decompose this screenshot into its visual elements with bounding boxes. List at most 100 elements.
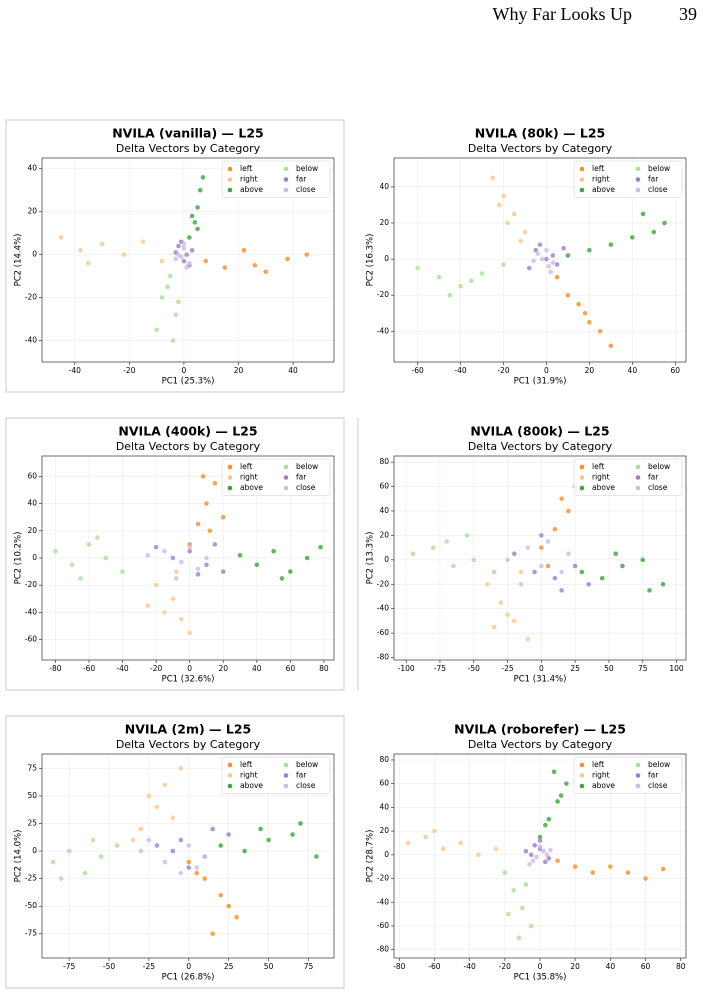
- scatter-point: [545, 539, 551, 544]
- legend-label: left: [240, 164, 252, 173]
- y-axis-label: PC2 (10.2%): [14, 532, 24, 585]
- scatter-point: [544, 256, 549, 262]
- x-tick-label: 80: [319, 664, 329, 673]
- scatter-point: [565, 292, 571, 298]
- legend-marker: [227, 464, 233, 470]
- page-number: 39: [679, 4, 697, 24]
- scatter-point: [154, 843, 160, 848]
- y-tick-label: 40: [379, 182, 389, 191]
- scatter-point: [542, 822, 548, 828]
- scatter-point: [564, 781, 569, 786]
- scatter-point: [423, 834, 428, 840]
- scatter-point: [242, 848, 247, 854]
- legend-label: close: [648, 781, 668, 790]
- scatter-point: [447, 292, 453, 298]
- legend-label: right: [240, 175, 258, 184]
- legend-label: far: [296, 473, 307, 482]
- scatter-point: [254, 562, 260, 568]
- x-tick-label: -40: [464, 962, 476, 971]
- scatter-point: [539, 256, 545, 262]
- legend-marker: [227, 166, 233, 172]
- scatter-point: [555, 799, 560, 804]
- legend-label: close: [648, 483, 668, 492]
- y-tick-label: 20: [27, 526, 37, 535]
- scatter-point: [204, 555, 209, 561]
- scatter-point: [173, 576, 179, 581]
- legend-marker: [227, 783, 233, 789]
- scatter-point: [537, 844, 543, 849]
- y-tick-label: 0: [384, 850, 389, 859]
- scatter-point: [99, 241, 105, 247]
- legend-marker: [227, 485, 233, 491]
- scatter-point: [523, 848, 529, 854]
- y-tick-label: -40: [25, 336, 37, 345]
- scatter-point: [608, 242, 614, 247]
- scatter-point: [516, 935, 522, 941]
- x-tick-label: 20: [218, 664, 228, 673]
- legend-marker: [579, 166, 585, 172]
- legend-label: below: [648, 164, 670, 173]
- scatter-point: [252, 263, 258, 268]
- legend-marker: [635, 762, 641, 768]
- scatter-point: [554, 274, 560, 280]
- scatter-point: [544, 247, 549, 253]
- scatter-point: [554, 262, 560, 267]
- scatter-point: [153, 544, 159, 550]
- scatter-point: [541, 848, 546, 854]
- x-tick-label: -80: [49, 664, 61, 673]
- scatter-point: [103, 555, 109, 561]
- legend-label: close: [296, 781, 316, 790]
- y-tick-label: -40: [25, 607, 37, 616]
- legend-marker: [227, 187, 233, 193]
- y-tick-label: 50: [27, 791, 37, 800]
- legend-marker: [283, 485, 289, 491]
- scatter-point: [176, 252, 181, 257]
- scatter-point: [505, 557, 510, 563]
- x-tick-label: 0: [182, 366, 187, 375]
- scatter-point: [279, 576, 285, 581]
- scatter-point: [550, 260, 556, 266]
- legend-marker: [283, 783, 289, 789]
- scatter-point: [138, 848, 144, 854]
- legend-marker: [635, 475, 641, 480]
- scatter-point: [170, 596, 176, 602]
- scatter-point: [490, 175, 496, 181]
- scatter-point: [559, 496, 564, 502]
- scatter-point: [558, 793, 564, 798]
- legend-label: below: [296, 760, 318, 769]
- y-tick-label: -20: [377, 290, 389, 299]
- scatter-point: [204, 501, 209, 506]
- x-tick-label: -20: [499, 962, 511, 971]
- scatter-point: [82, 870, 88, 876]
- scatter-point: [120, 569, 125, 574]
- y-tick-label: -60: [377, 628, 389, 637]
- legend-label: right: [592, 473, 610, 482]
- scatter-point: [220, 514, 226, 520]
- legend-marker: [579, 187, 585, 193]
- legend-marker: [635, 464, 641, 470]
- y-tick-label: 60: [379, 482, 389, 491]
- y-tick-label: -75: [25, 929, 37, 938]
- scatter-point: [77, 248, 83, 253]
- scatter-point: [195, 521, 201, 527]
- x-tick-label: 0: [186, 962, 191, 971]
- scatter-point: [471, 557, 477, 563]
- legend-box: [573, 160, 683, 198]
- scatter-point: [444, 539, 450, 544]
- legend-marker: [283, 464, 289, 470]
- plot-area: [393, 157, 687, 363]
- scatter-point: [491, 569, 497, 575]
- legend-marker: [227, 762, 233, 768]
- legend-label: close: [296, 185, 316, 194]
- y-tick-label: 0: [32, 553, 37, 562]
- panel-frame: [5, 119, 345, 393]
- scatter-point: [138, 826, 144, 832]
- scatter-point: [290, 832, 295, 837]
- legend-label: right: [592, 771, 610, 780]
- scatter-point: [415, 265, 420, 271]
- x-tick-label: -50: [103, 962, 115, 971]
- scatter-point: [189, 213, 195, 219]
